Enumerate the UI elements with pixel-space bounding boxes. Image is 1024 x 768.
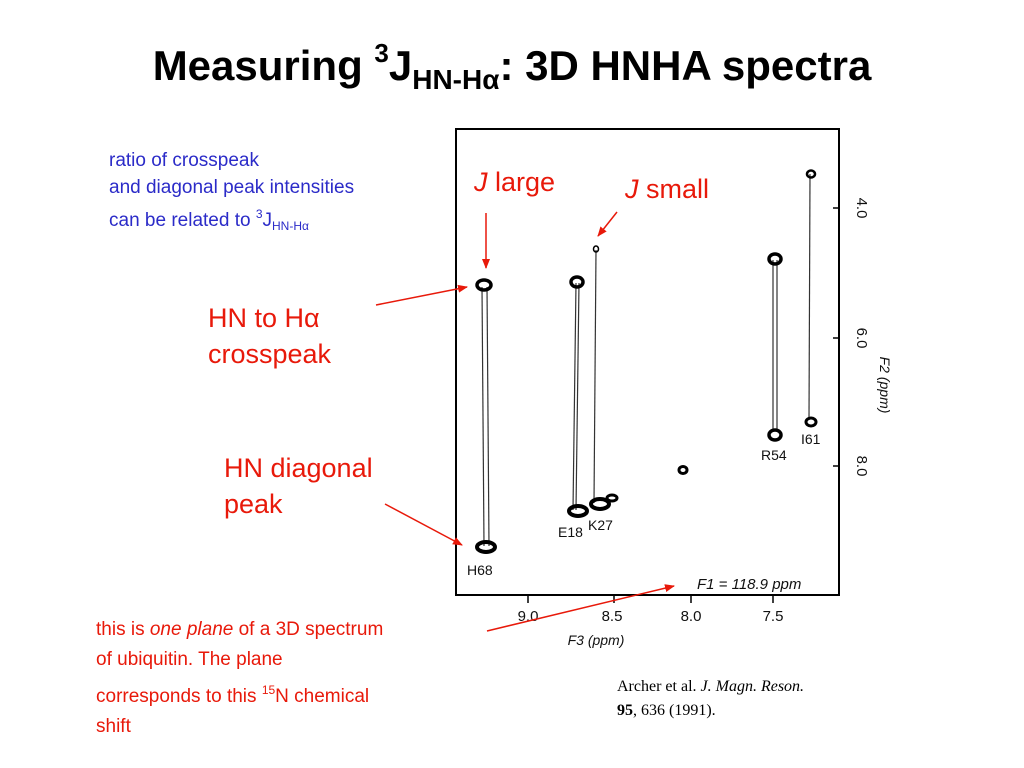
j-large-label: J large [474, 167, 555, 198]
plane-note-line-1: this is one plane of a 3D spectrum [96, 615, 383, 645]
x-axis-ticks [527, 596, 774, 603]
arrow-diagonal [384, 503, 463, 546]
x-tick-label-3: 7.5 [763, 608, 784, 625]
x-tick-label-1: 8.5 [602, 608, 623, 625]
plane-note: this is one plane of a 3D spectrum of ub… [96, 615, 383, 742]
diagonal-line-1: HN diagonal [224, 453, 373, 483]
plane-note-line-3: corresponds to this 15N chemical [96, 675, 383, 712]
title-prefix: Measuring [152, 42, 375, 89]
y-tick-label-0: 4.0 [853, 198, 870, 219]
citation-line-2: 95, 636 (1991). [617, 699, 804, 723]
note-line-1: ratio of crosspeak [109, 150, 259, 171]
title-suffix: : 3D HNHA spectra [499, 42, 872, 89]
ratio-note: ratio of crosspeak and diagonal peak int… [109, 147, 354, 240]
x-tick-label-0: 9.0 [518, 608, 539, 625]
crosspeak-label: HN to Hα crosspeak [208, 300, 331, 372]
note-line-2: and diagonal peak intensities [109, 177, 355, 198]
x-tick-label-2: 8.0 [681, 608, 702, 625]
arrow-crosspeak [375, 284, 468, 306]
j-small-italic: J [625, 174, 639, 204]
citation-authors: Archer et al. [617, 678, 701, 695]
note-line-3: can be related to 3JHN-Hα [109, 201, 354, 240]
j-large-italic: J [474, 167, 488, 197]
diagonal-label: HN diagonal peak [224, 450, 373, 522]
citation: Archer et al. J. Magn. Reson. 95, 636 (1… [617, 675, 804, 723]
citation-journal: J. Magn. Reson. [700, 678, 805, 695]
plane-note-italic: one plane [149, 619, 234, 640]
y-axis-labels: 4.0 6.0 8.0 [853, 198, 870, 477]
j-small-text: small [638, 174, 710, 204]
crosspeak-line-1: HN to Hα [208, 303, 320, 333]
citation-volume: 95 [617, 702, 633, 719]
y-axis-title: F2 (ppm) [877, 357, 893, 414]
title-subscript: HN-Hα [412, 64, 500, 95]
x-axis-title: F3 (ppm) [568, 632, 625, 648]
plane-note-prefix: this is [96, 619, 150, 640]
note-line-3-prefix: can be related to [109, 210, 256, 231]
diagonal-line-2: peak [224, 489, 283, 519]
y-tick-label-2: 8.0 [853, 456, 870, 477]
y-tick-label-1: 6.0 [853, 328, 870, 349]
plane-note-line-3-text: corresponds to this [96, 686, 262, 707]
note-sub: HN-Hα [272, 219, 309, 233]
note-letter: J [262, 210, 273, 231]
x-axis-labels: 9.0 8.5 8.0 7.5 [518, 608, 784, 625]
spectrum-frame [455, 128, 840, 596]
j-small-label: J small [625, 174, 709, 205]
plane-note-suffix: of a 3D spectrum [233, 619, 384, 640]
slide-title: Measuring 3JHN-Hα: 3D HNHA spectra [0, 38, 1024, 96]
plane-note-sup: 15 [261, 683, 276, 697]
title-letter: J [388, 42, 413, 89]
plane-note-after: N chemical [275, 686, 370, 707]
title-superscript: 3 [374, 38, 389, 68]
j-large-text: large [487, 167, 556, 197]
crosspeak-line-2: crosspeak [208, 339, 332, 369]
citation-rest: , 636 (1991). [633, 702, 716, 719]
note-sup: 3 [255, 207, 263, 221]
citation-line-1: Archer et al. J. Magn. Reson. [617, 675, 804, 699]
plane-note-line-4: shift [96, 716, 131, 737]
plane-note-line-2: of ubiquitin. The plane [96, 649, 283, 670]
